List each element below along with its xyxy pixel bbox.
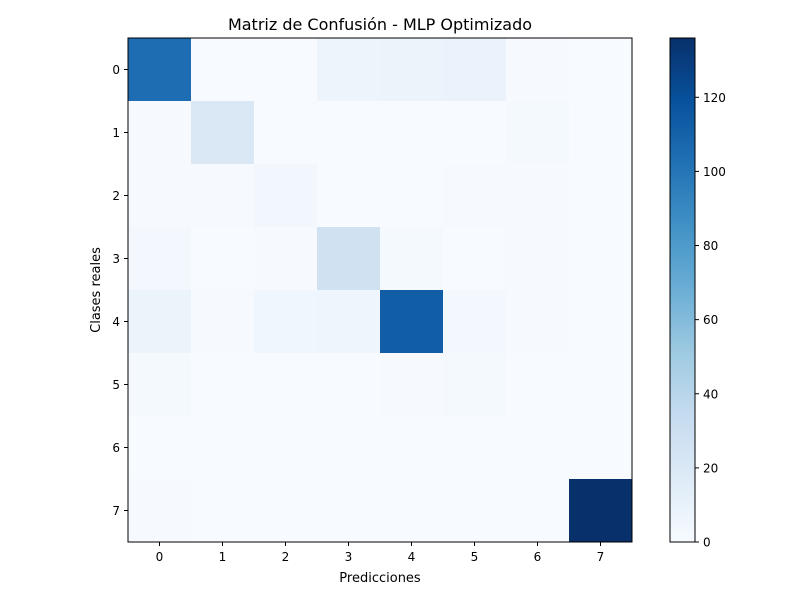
heatmap-cell bbox=[128, 227, 192, 291]
y-tick-label: 7 bbox=[112, 504, 120, 518]
x-tick-label: 3 bbox=[345, 550, 353, 564]
y-tick-label: 0 bbox=[112, 63, 120, 77]
heatmap-cell bbox=[317, 479, 381, 543]
heatmap-cell bbox=[443, 227, 507, 291]
heatmap-cell bbox=[443, 164, 507, 228]
heatmap-cell bbox=[443, 479, 507, 543]
heatmap-cell bbox=[443, 290, 507, 354]
heatmap-cell bbox=[569, 227, 633, 291]
heatmap-cell bbox=[569, 164, 633, 228]
x-tick-label: 2 bbox=[282, 550, 290, 564]
heatmap-cell bbox=[317, 353, 381, 417]
heatmap-cell bbox=[191, 38, 255, 102]
y-tick-label: 3 bbox=[112, 252, 120, 266]
x-tick-label: 6 bbox=[534, 550, 542, 564]
heatmap-cell bbox=[191, 227, 255, 291]
heatmap-cell bbox=[506, 227, 570, 291]
heatmap-cell bbox=[254, 227, 318, 291]
y-tick-label: 1 bbox=[112, 126, 120, 140]
heatmap-cell bbox=[128, 416, 192, 480]
heatmap-cell bbox=[443, 353, 507, 417]
y-tick-label: 5 bbox=[112, 378, 120, 392]
heatmap-cell bbox=[569, 101, 633, 165]
heatmap-cell bbox=[380, 290, 444, 354]
heatmap-cell bbox=[317, 290, 381, 354]
heatmap-cell bbox=[443, 416, 507, 480]
colorbar-tick-label: 100 bbox=[703, 165, 726, 179]
y-tick-label: 2 bbox=[112, 189, 120, 203]
heatmap-cell bbox=[191, 164, 255, 228]
heatmap-cell bbox=[569, 353, 633, 417]
x-tick-label: 7 bbox=[597, 550, 605, 564]
heatmap-cell bbox=[443, 38, 507, 102]
heatmap-cell bbox=[506, 101, 570, 165]
x-tick-label: 1 bbox=[219, 550, 227, 564]
heatmap-cell bbox=[506, 290, 570, 354]
heatmap-cell bbox=[380, 353, 444, 417]
heatmap-cell bbox=[254, 164, 318, 228]
heatmap-cell bbox=[317, 101, 381, 165]
x-tick-label: 0 bbox=[156, 550, 164, 564]
x-tick-label: 4 bbox=[408, 550, 416, 564]
heatmap-cells bbox=[128, 38, 633, 543]
colorbar-ticks: 0 20 40 60 80 100 120 bbox=[695, 91, 726, 550]
heatmap-cell bbox=[569, 290, 633, 354]
heatmap-cell bbox=[254, 416, 318, 480]
heatmap-cell bbox=[380, 416, 444, 480]
heatmap-cell bbox=[317, 416, 381, 480]
heatmap-cell bbox=[380, 164, 444, 228]
heatmap-cell bbox=[569, 416, 633, 480]
heatmap-cell bbox=[254, 353, 318, 417]
y-axis-ticks: 0 1 2 3 4 5 6 7 bbox=[112, 63, 128, 518]
heatmap-cell bbox=[128, 164, 192, 228]
y-tick-label: 6 bbox=[112, 441, 120, 455]
heatmap-cell bbox=[506, 353, 570, 417]
chart-title: Matriz de Confusión - MLP Optimizado bbox=[228, 15, 532, 34]
heatmap-cell bbox=[569, 38, 633, 102]
heatmap-cell bbox=[191, 479, 255, 543]
heatmap-cell bbox=[380, 479, 444, 543]
plot-frame bbox=[127, 37, 633, 543]
heatmap-cell bbox=[317, 164, 381, 228]
heatmap-cell bbox=[254, 290, 318, 354]
y-axis-label: Clases reales bbox=[89, 247, 104, 333]
heatmap-cell bbox=[380, 227, 444, 291]
heatmap-cell bbox=[254, 101, 318, 165]
heatmap-cell bbox=[380, 101, 444, 165]
heatmap-cell bbox=[569, 479, 633, 543]
heatmap-cell bbox=[128, 479, 192, 543]
colorbar-tick-label: 120 bbox=[703, 91, 726, 105]
heatmap-cell bbox=[380, 38, 444, 102]
heatmap-cell bbox=[506, 38, 570, 102]
heatmap-cell bbox=[317, 38, 381, 102]
heatmap-cell bbox=[254, 38, 318, 102]
colorbar bbox=[669, 37, 696, 543]
x-axis-ticks: 0 1 2 3 4 5 6 7 bbox=[156, 542, 605, 564]
heatmap-cell bbox=[506, 164, 570, 228]
y-tick-label: 4 bbox=[112, 315, 120, 329]
colorbar-tick-label: 20 bbox=[703, 461, 718, 475]
colorbar-tick-label: 0 bbox=[703, 536, 711, 550]
heatmap-cell bbox=[506, 479, 570, 543]
colorbar-tick-label: 80 bbox=[703, 239, 718, 253]
heatmap-cell bbox=[191, 290, 255, 354]
heatmap-cell bbox=[254, 479, 318, 543]
heatmap-cell bbox=[191, 101, 255, 165]
heatmap-cell bbox=[128, 38, 192, 102]
colorbar-tick-label: 40 bbox=[703, 387, 718, 401]
heatmap-cell bbox=[128, 353, 192, 417]
heatmap-cell bbox=[317, 227, 381, 291]
heatmap-cell bbox=[128, 101, 192, 165]
heatmap-cell bbox=[191, 416, 255, 480]
heatmap-cell bbox=[506, 416, 570, 480]
x-axis-label: Predicciones bbox=[339, 571, 421, 586]
heatmap-cell bbox=[128, 290, 192, 354]
heatmap-cell bbox=[443, 101, 507, 165]
colorbar-tick-label: 60 bbox=[703, 313, 718, 327]
heatmap-cell bbox=[191, 353, 255, 417]
x-tick-label: 5 bbox=[471, 550, 479, 564]
